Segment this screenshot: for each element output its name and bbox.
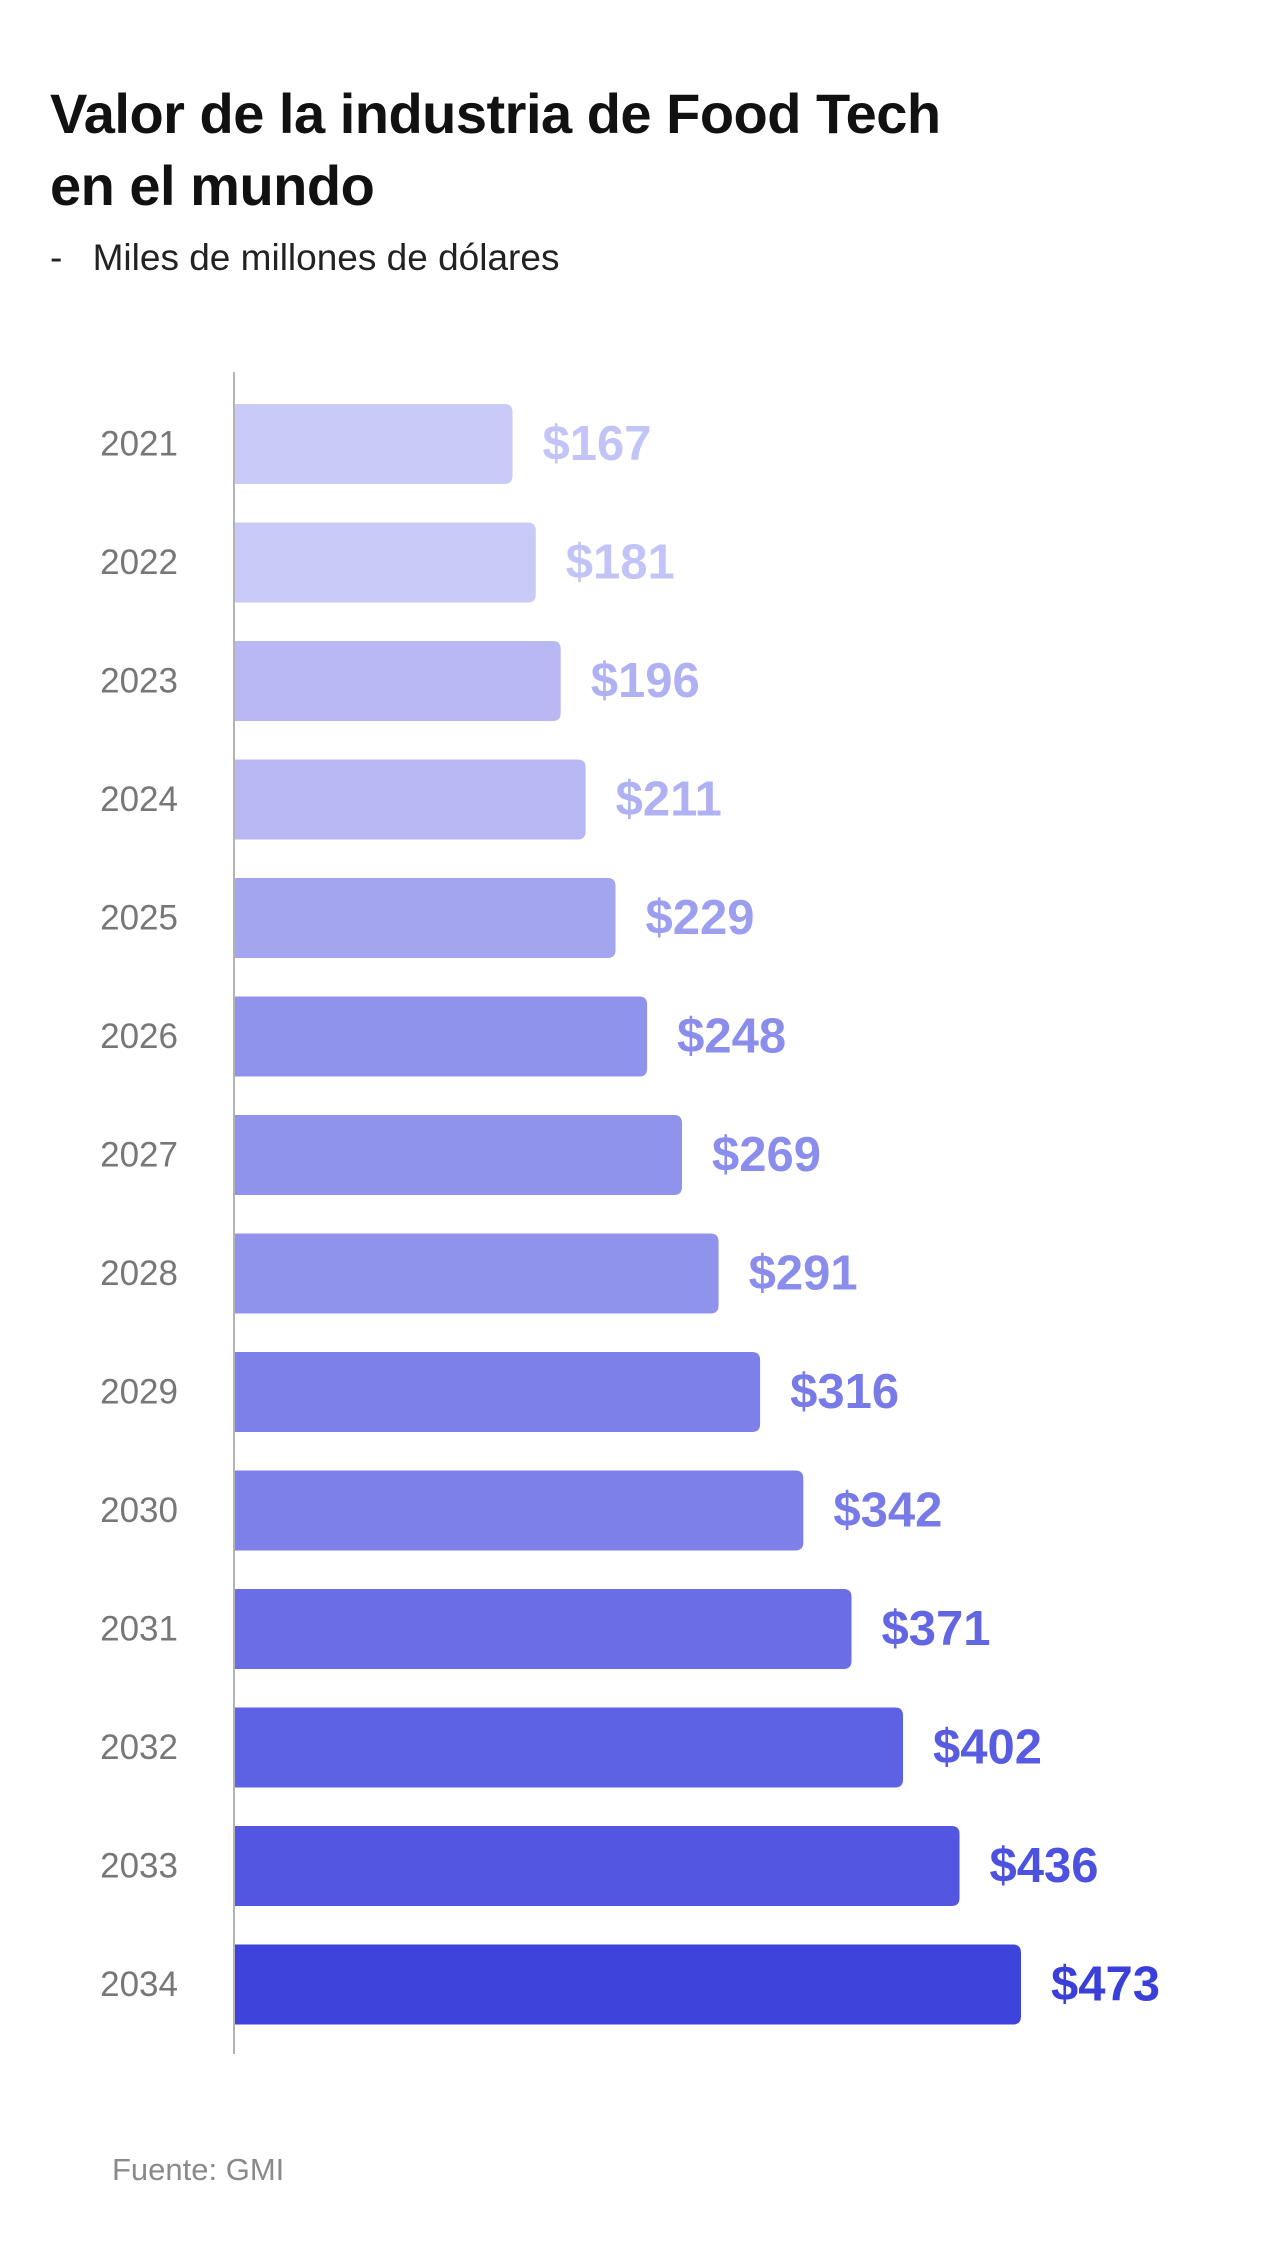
bar-2021 xyxy=(235,404,513,484)
value-label-2027: $269 xyxy=(712,1128,821,1182)
bar-2030 xyxy=(235,1470,804,1551)
source-note: Fuente: GMI xyxy=(112,2152,285,2187)
y-tick-label-2029: 2029 xyxy=(100,1373,178,1412)
bar-2022 xyxy=(235,522,536,603)
subtitle-dash: - xyxy=(50,237,63,278)
value-label-2028: $291 xyxy=(749,1247,858,1301)
bar-2028 xyxy=(235,1233,719,1314)
chart-title: Valor de la industria de Food Tech en el… xyxy=(50,78,941,222)
chart-subtitle: - Miles de millones de dólares xyxy=(50,236,559,280)
y-tick-label-2033: 2033 xyxy=(100,1847,178,1886)
value-label-2024: $211 xyxy=(616,773,722,827)
y-tick-label-2032: 2032 xyxy=(100,1728,178,1767)
value-label-2034: $473 xyxy=(1051,1958,1160,2012)
value-label-2021: $167 xyxy=(543,417,652,471)
y-tick-label-2027: 2027 xyxy=(100,1136,178,1175)
value-label-2022: $181 xyxy=(566,536,675,590)
value-label-2023: $196 xyxy=(591,654,700,708)
y-tick-label-2030: 2030 xyxy=(100,1491,178,1530)
y-tick-label-2025: 2025 xyxy=(100,899,178,938)
bar-2033 xyxy=(235,1826,960,1906)
y-tick-label-2026: 2026 xyxy=(100,1017,178,1056)
value-label-2025: $229 xyxy=(646,891,755,945)
bar-2032 xyxy=(235,1707,904,1788)
value-label-2029: $316 xyxy=(790,1365,899,1419)
value-label-2032: $402 xyxy=(933,1721,1042,1775)
value-label-2026: $248 xyxy=(677,1010,786,1064)
bars-layer: 2021 $167 2022 $181 2023 $196 2024 $211 2025 $229… xyxy=(100,404,1160,2025)
y-tick-label-2024: 2024 xyxy=(100,780,178,819)
bar-2029 xyxy=(235,1352,761,1432)
value-label-2030: $342 xyxy=(833,1484,942,1538)
bar-2024 xyxy=(235,759,586,840)
chart-title-line-1: Valor de la industria de Food Tech xyxy=(50,82,941,145)
y-tick-label-2031: 2031 xyxy=(100,1610,178,1649)
y-tick-label-2021: 2021 xyxy=(100,425,178,464)
y-tick-label-2022: 2022 xyxy=(100,543,178,582)
y-tick-label-2034: 2034 xyxy=(100,1965,178,2004)
bar-2023 xyxy=(235,641,561,721)
value-label-2033: $436 xyxy=(990,1839,1099,1893)
bar-2027 xyxy=(235,1115,683,1195)
bar-chart: 2021 $167 2022 $181 2023 $196 2024 $211 2025 $229… xyxy=(100,372,1160,2054)
value-label-2031: $371 xyxy=(882,1602,991,1656)
chart-title-line-2: en el mundo xyxy=(50,154,375,217)
y-tick-label-2028: 2028 xyxy=(100,1254,178,1293)
subtitle-text: Miles de millones de dólares xyxy=(92,237,560,278)
bar-2025 xyxy=(235,878,616,958)
bar-2034 xyxy=(235,1944,1021,2025)
y-tick-label-2023: 2023 xyxy=(100,662,178,701)
bar-2031 xyxy=(235,1589,852,1669)
bar-2026 xyxy=(235,996,648,1077)
